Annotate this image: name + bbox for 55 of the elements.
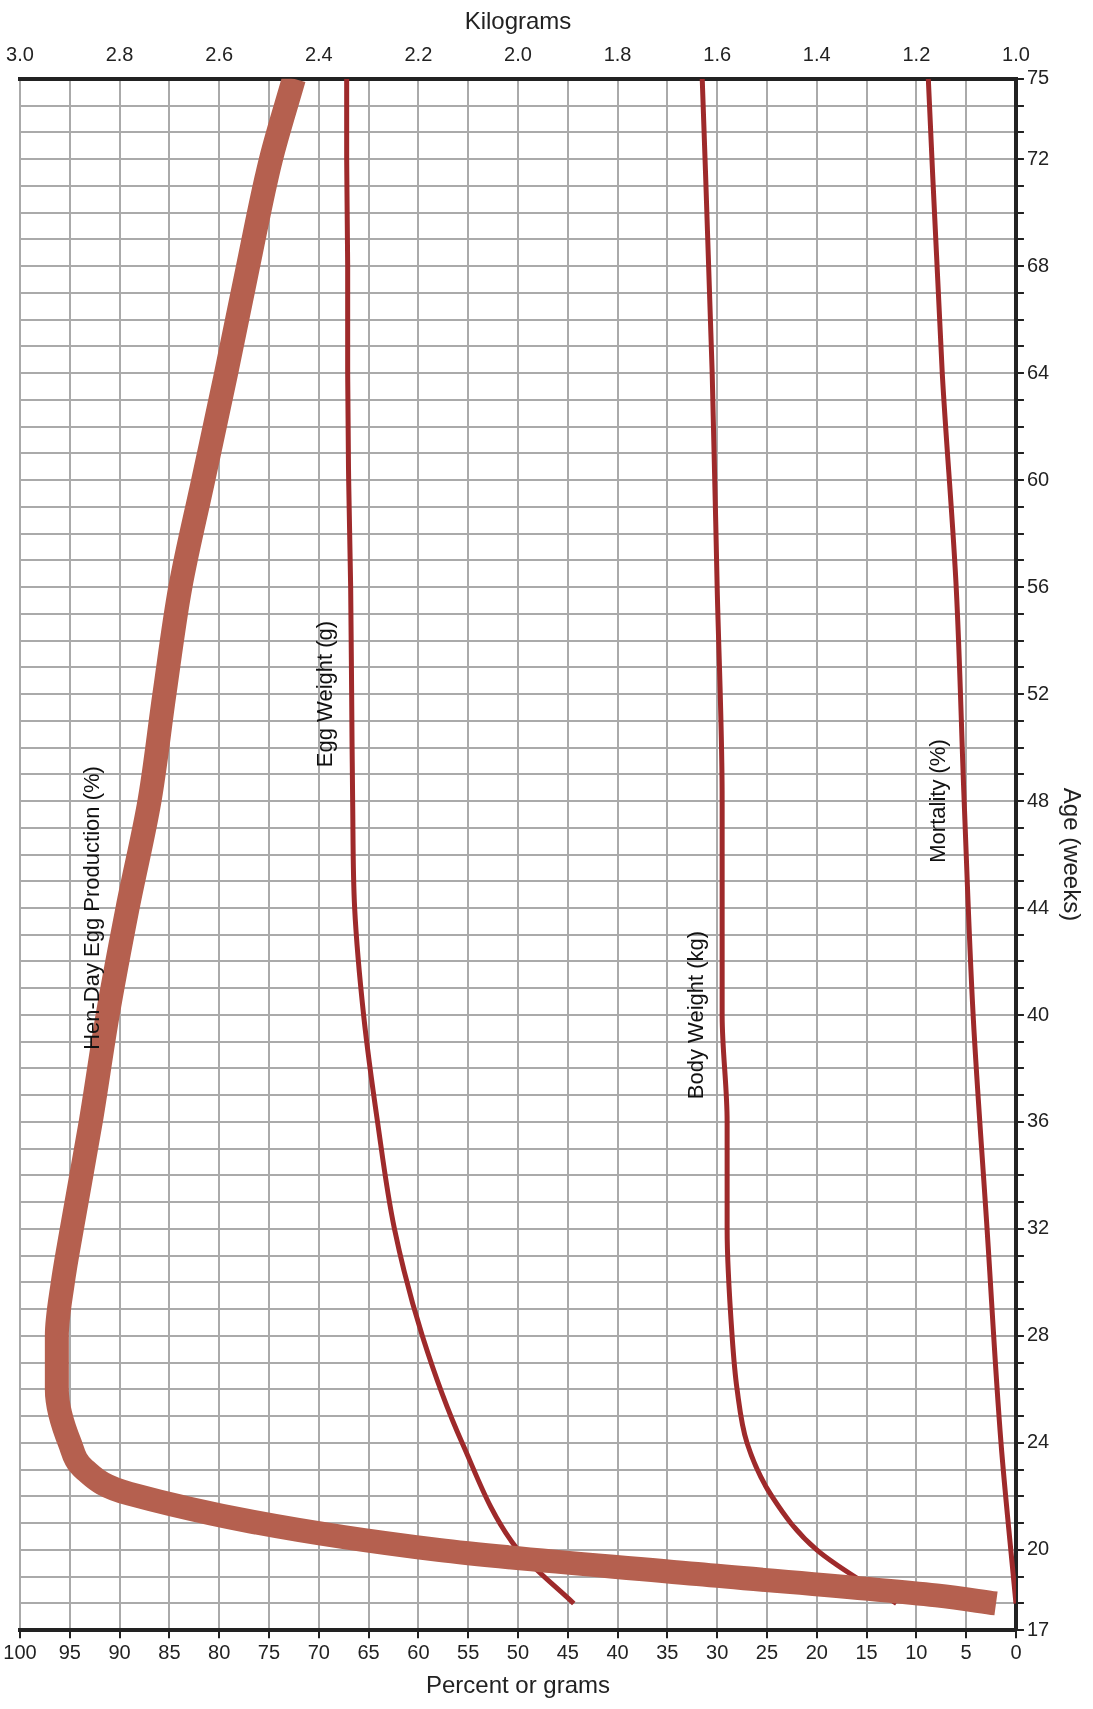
x2-tick-label: 1.2 <box>902 43 931 66</box>
x-tick-label: 10 <box>905 1640 928 1663</box>
x-tick-label: 0 <box>1010 1640 1022 1663</box>
x-tick-label: 30 <box>706 1640 729 1663</box>
x-tick-label: 75 <box>257 1640 281 1663</box>
x-tick-label: 100 <box>3 1640 37 1663</box>
y-tick-label: 64 <box>1026 360 1050 383</box>
y-tick-label: 44 <box>1026 895 1050 918</box>
x2-tick-label: 3.0 <box>6 43 34 66</box>
x-tick-label: 25 <box>755 1640 779 1663</box>
y-tick-label: 60 <box>1026 467 1050 490</box>
text: Body Weight (kg) <box>682 930 708 1100</box>
x-axis-title: Percent or grams <box>425 1671 611 1699</box>
x2-tick-label: 2.2 <box>404 43 433 66</box>
x-tick-label: 45 <box>556 1640 579 1663</box>
y-tick-label: 52 <box>1026 681 1050 704</box>
x2-axis-title: Kilograms <box>464 7 572 35</box>
y-tick-label: 75 <box>1026 66 1050 89</box>
y-tick-label: 28 <box>1026 1323 1050 1346</box>
y-tick-label: 72 <box>1026 146 1050 169</box>
y-tick-label: 32 <box>1026 1216 1050 1239</box>
text: Hen-Day Egg Production (%) <box>78 766 104 1050</box>
x-tick-label: 40 <box>606 1640 629 1663</box>
x-tick-label: 5 <box>960 1640 972 1663</box>
y-tick-label: 24 <box>1026 1430 1050 1453</box>
x2-tick-label: 2.4 <box>304 43 333 66</box>
y-tick-label: 40 <box>1026 1002 1050 1025</box>
x2-tick-label: 1.6 <box>703 43 732 66</box>
x-tick-label: 95 <box>58 1640 81 1663</box>
x-tick-label: 60 <box>407 1640 430 1663</box>
y-tick-label: 56 <box>1026 574 1050 597</box>
x-tick-label: 70 <box>307 1640 330 1663</box>
y-tick-label: 48 <box>1026 788 1050 811</box>
y-tick-label: 20 <box>1026 1537 1050 1560</box>
y-tick-label: 36 <box>1026 1109 1050 1132</box>
x-tick-label: 15 <box>855 1640 878 1663</box>
x2-tick-label: 1.8 <box>603 43 632 66</box>
y-tick-label: 68 <box>1026 253 1050 276</box>
x-tick-label: 85 <box>158 1640 181 1663</box>
x2-tick-label: 1.4 <box>802 43 831 66</box>
x-tick-label: 50 <box>506 1640 530 1663</box>
x2-tick-label: 2.6 <box>205 43 234 66</box>
x-tick-label: 65 <box>357 1640 380 1663</box>
x-tick-label: 20 <box>805 1640 828 1663</box>
x-tick-label: 80 <box>208 1640 231 1663</box>
x2-tick-label: 1.0 <box>1002 43 1030 66</box>
text: Egg Weight (g) <box>312 620 338 768</box>
y-axis-title: Age (weeks) <box>1058 787 1086 922</box>
x-tick-label: 90 <box>108 1640 131 1663</box>
x-tick-label: 35 <box>656 1640 679 1663</box>
y-tick-label: 17 <box>1026 1617 1050 1640</box>
x2-tick-label: 2.0 <box>504 43 532 66</box>
x2-tick-label: 2.8 <box>105 43 134 66</box>
x-tick-label: 55 <box>457 1640 480 1663</box>
text: Mortality (%) <box>924 739 950 863</box>
